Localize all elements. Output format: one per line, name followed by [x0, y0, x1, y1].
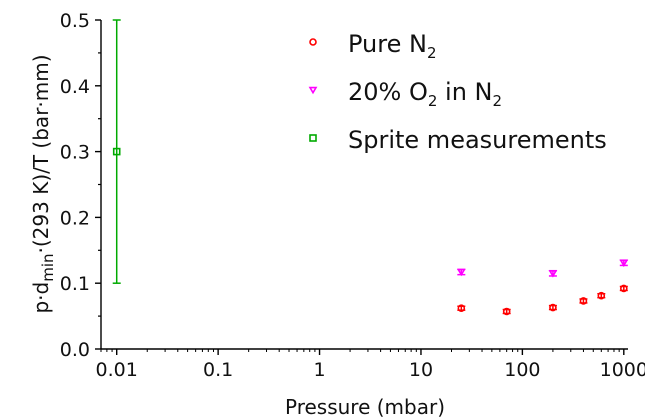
data-point-o2 [548, 270, 558, 278]
series-pure [457, 284, 628, 316]
x-tick-label: 1 [313, 359, 325, 381]
data-layer [112, 19, 629, 316]
y-axis-title-rest: ·(293 K)/T (bar·mm) [29, 54, 53, 253]
x-axis-title: Pressure (mbar) [285, 395, 445, 419]
data-point-pure [502, 307, 511, 316]
y-tick-label: 0.1 [60, 273, 90, 295]
legend-text-part: Pure N [348, 30, 427, 58]
legend-marker-pure [309, 38, 317, 46]
x-tick-label: 0.01 [96, 359, 138, 381]
legend-label-sprite: Sprite measurements [348, 126, 607, 154]
x-tick-label: 10 [409, 359, 433, 381]
series-sprite [112, 19, 121, 284]
axes-layer: 0.0 0.1 0.2 0.3 0.4 0.5 0.01 0.1 1 10 100 1000 [60, 10, 645, 381]
legend-text-part: 20% O [348, 78, 428, 106]
data-point-pure [457, 304, 466, 313]
legend-subscript: 2 [428, 92, 438, 110]
y-tick-label: 0.5 [60, 10, 90, 32]
x-tick-label: 0.1 [203, 359, 233, 381]
data-point-pure [579, 297, 588, 305]
y-tick-label: 0.4 [60, 76, 90, 98]
data-point-pure [620, 284, 628, 293]
data-point-pure [549, 303, 557, 312]
legend-marker-sprite [309, 134, 317, 142]
legend-label-o2: 20% O2 in N2 [348, 78, 502, 110]
legend-label-pure: Pure N2 [348, 30, 437, 62]
data-point-o2 [456, 268, 466, 277]
y-axis-title-base: p·d [29, 282, 53, 314]
legend-marker-o2 [308, 86, 318, 95]
x-tick-label: 1000 [600, 359, 645, 381]
legend-text-part: in N [437, 78, 492, 106]
y-tick-label: 0.3 [60, 142, 90, 164]
y-axis-title-subscript: min [39, 253, 57, 281]
x-tick-label: 100 [504, 359, 540, 381]
data-point-o2 [619, 259, 629, 268]
legend-subscript: 2 [493, 92, 503, 110]
legend-subscript: 2 [427, 44, 437, 62]
series-o2 [456, 259, 629, 278]
y-tick-label: 0.2 [60, 207, 90, 229]
legend-text-part: Sprite measurements [348, 126, 607, 154]
y-axis-title: p·dmin·(293 K)/T (bar·mm) [29, 54, 57, 313]
y-tick-label: 0.0 [60, 339, 90, 361]
data-point-sprite [112, 147, 121, 156]
data-point-pure [597, 291, 606, 300]
